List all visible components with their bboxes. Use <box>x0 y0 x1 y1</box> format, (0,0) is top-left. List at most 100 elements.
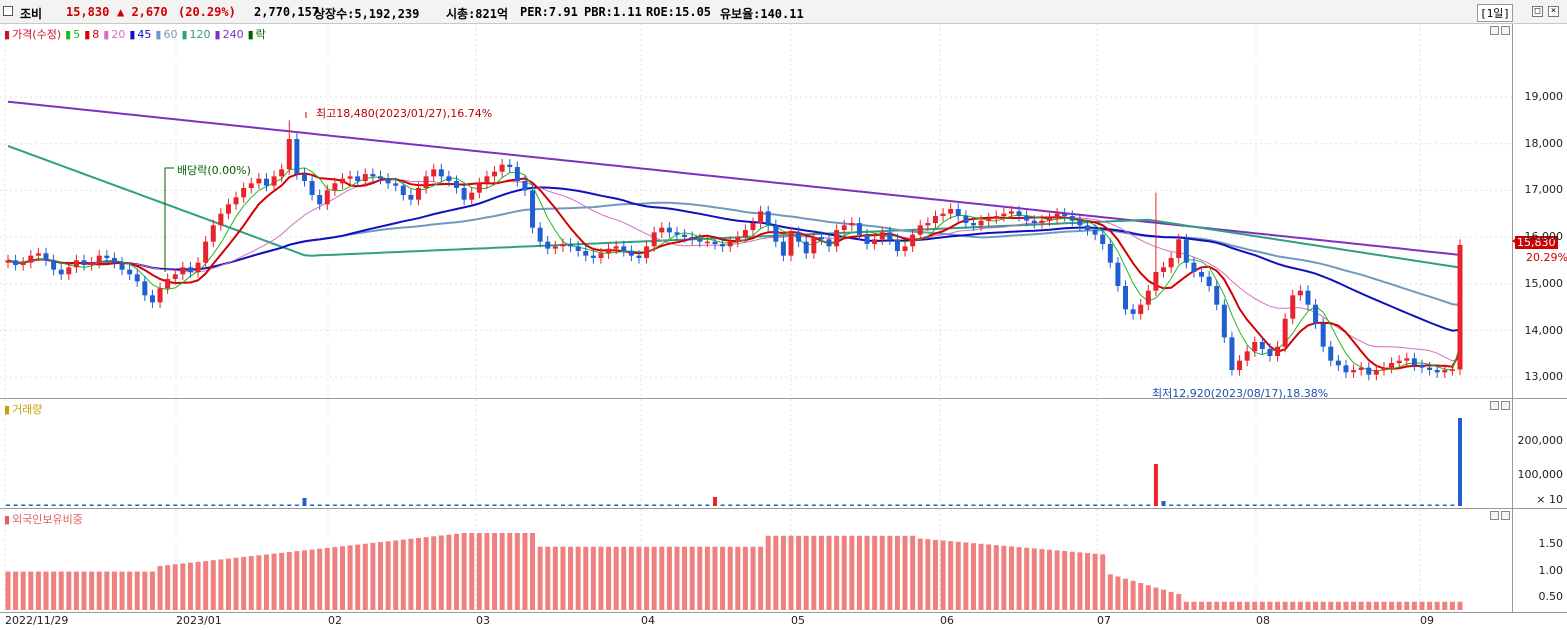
foreign-bar <box>879 535 885 610</box>
market-cap: 시총:821억 <box>446 7 509 21</box>
candle-body <box>104 255 110 258</box>
pane-maximize-icon[interactable] <box>1490 26 1499 35</box>
volume-bar <box>13 504 18 506</box>
foreign-bar <box>1343 601 1349 610</box>
legend-item-0[interactable]: ▮ 가격(수정) <box>4 28 63 41</box>
volume-bar <box>576 504 581 506</box>
foreign-bar <box>165 565 171 610</box>
foreign-bar <box>758 546 764 610</box>
volume-bar <box>1267 504 1272 506</box>
foreign-bar <box>1054 550 1060 610</box>
foreign-bar <box>1373 601 1379 610</box>
pane-divider[interactable] <box>0 398 1567 399</box>
price-legend: ▮ 가격(수정) ▮ 5 ▮ 8 ▮ 20 ▮ 45 ▮ 60 ▮ 120 ▮ 240 ▮ 락 <box>4 26 270 42</box>
volume-bar <box>378 504 383 506</box>
legend-item-7[interactable]: ▮ 240 <box>215 28 246 41</box>
candle-body <box>910 234 916 247</box>
pane-maximize-icon[interactable] <box>1490 511 1499 520</box>
volume-bar <box>1359 504 1364 506</box>
close-icon[interactable]: × <box>1548 6 1559 17</box>
candle-body <box>20 262 26 265</box>
volume-bar <box>1298 504 1303 506</box>
period-selector[interactable]: [1일] <box>1477 4 1513 22</box>
volume-bar <box>674 504 679 506</box>
volume-bar <box>180 504 185 506</box>
candle-body <box>1404 358 1410 361</box>
dividend-marker <box>164 167 174 272</box>
candle-body <box>73 260 79 268</box>
candle-body <box>689 237 695 240</box>
foreign-bar <box>172 564 178 610</box>
pane-close-icon[interactable] <box>1501 511 1510 520</box>
volume-bar <box>1229 504 1234 506</box>
y-tick-label: 0.50 <box>1538 590 1564 603</box>
legend-item-5[interactable]: ▮ 60 <box>155 28 179 41</box>
foreign-bar <box>1221 601 1227 610</box>
listed-shares: 상장수:5,192,239 <box>314 7 420 21</box>
volume-bar <box>553 504 558 506</box>
stock-name[interactable]: 조비 <box>20 7 43 21</box>
candle-body <box>1176 239 1182 258</box>
restore-icon[interactable]: □ <box>1532 6 1543 17</box>
volume-bar <box>682 504 687 506</box>
foreign-bar <box>499 533 505 610</box>
candle-body <box>727 241 733 247</box>
volume-bar <box>1199 504 1204 506</box>
volume-bar <box>903 504 908 506</box>
legend-item-2[interactable]: ▮ 8 <box>84 28 101 41</box>
candle-body <box>507 164 513 167</box>
foreign-bar <box>864 535 870 610</box>
foreign-bar <box>826 535 832 610</box>
legend-label: 60 <box>163 28 178 41</box>
candle-body <box>233 197 239 205</box>
foreign-bar <box>1328 601 1334 610</box>
volume-bar <box>1435 504 1440 506</box>
volume-bar <box>971 504 976 506</box>
pane-maximize-icon[interactable] <box>1490 401 1499 410</box>
legend-label: 45 <box>137 28 152 41</box>
foreign-bar <box>1161 589 1167 610</box>
volume-bar <box>705 504 710 506</box>
pane-close-icon[interactable] <box>1501 26 1510 35</box>
current-price-tag: 15,830 <box>1515 236 1558 249</box>
candle-body <box>469 192 475 200</box>
volume-chart-pane[interactable] <box>0 398 1512 508</box>
foreign-bar <box>134 571 140 610</box>
foreign-bar <box>1199 601 1205 610</box>
foreign-bar <box>28 571 34 610</box>
candle-body <box>659 227 665 233</box>
volume-bar <box>1169 504 1174 506</box>
volume-bar <box>621 504 626 506</box>
ma240-line <box>7 100 1461 256</box>
volume-title: 거래량 <box>12 403 43 416</box>
candle-body <box>849 223 855 226</box>
candle-body <box>841 225 847 230</box>
volume-bar <box>6 504 10 506</box>
volume-bar <box>1283 504 1288 506</box>
foreign-bar <box>636 546 642 610</box>
candle-body <box>1229 337 1235 370</box>
legend-item-1[interactable]: ▮ 5 <box>65 28 82 41</box>
legend-marker: ▮ <box>247 28 254 41</box>
candle-body <box>461 188 467 200</box>
candle-body <box>575 246 581 251</box>
foreign-bar <box>1411 601 1417 610</box>
foreign-bar <box>841 535 847 610</box>
volume-bar <box>865 504 870 506</box>
volume-bar <box>348 504 353 506</box>
candle-body <box>1161 267 1167 272</box>
foreign-bar <box>552 546 558 610</box>
foreign-bar <box>1069 551 1075 610</box>
foreign-bar <box>621 546 627 610</box>
legend-item-3[interactable]: ▮ 20 <box>103 28 127 41</box>
select-checkbox[interactable] <box>3 6 13 16</box>
legend-item-6[interactable]: ▮ 120 <box>181 28 212 41</box>
legend-item-8[interactable]: ▮ 락 <box>248 28 268 41</box>
legend-label: 120 <box>189 28 211 41</box>
foreign-bar <box>332 547 338 610</box>
legend-item-4[interactable]: ▮ 45 <box>129 28 153 41</box>
pane-close-icon[interactable] <box>1501 401 1510 410</box>
volume-bar <box>697 504 702 506</box>
pane-divider[interactable] <box>0 508 1567 509</box>
foreign-bar <box>1115 576 1121 610</box>
